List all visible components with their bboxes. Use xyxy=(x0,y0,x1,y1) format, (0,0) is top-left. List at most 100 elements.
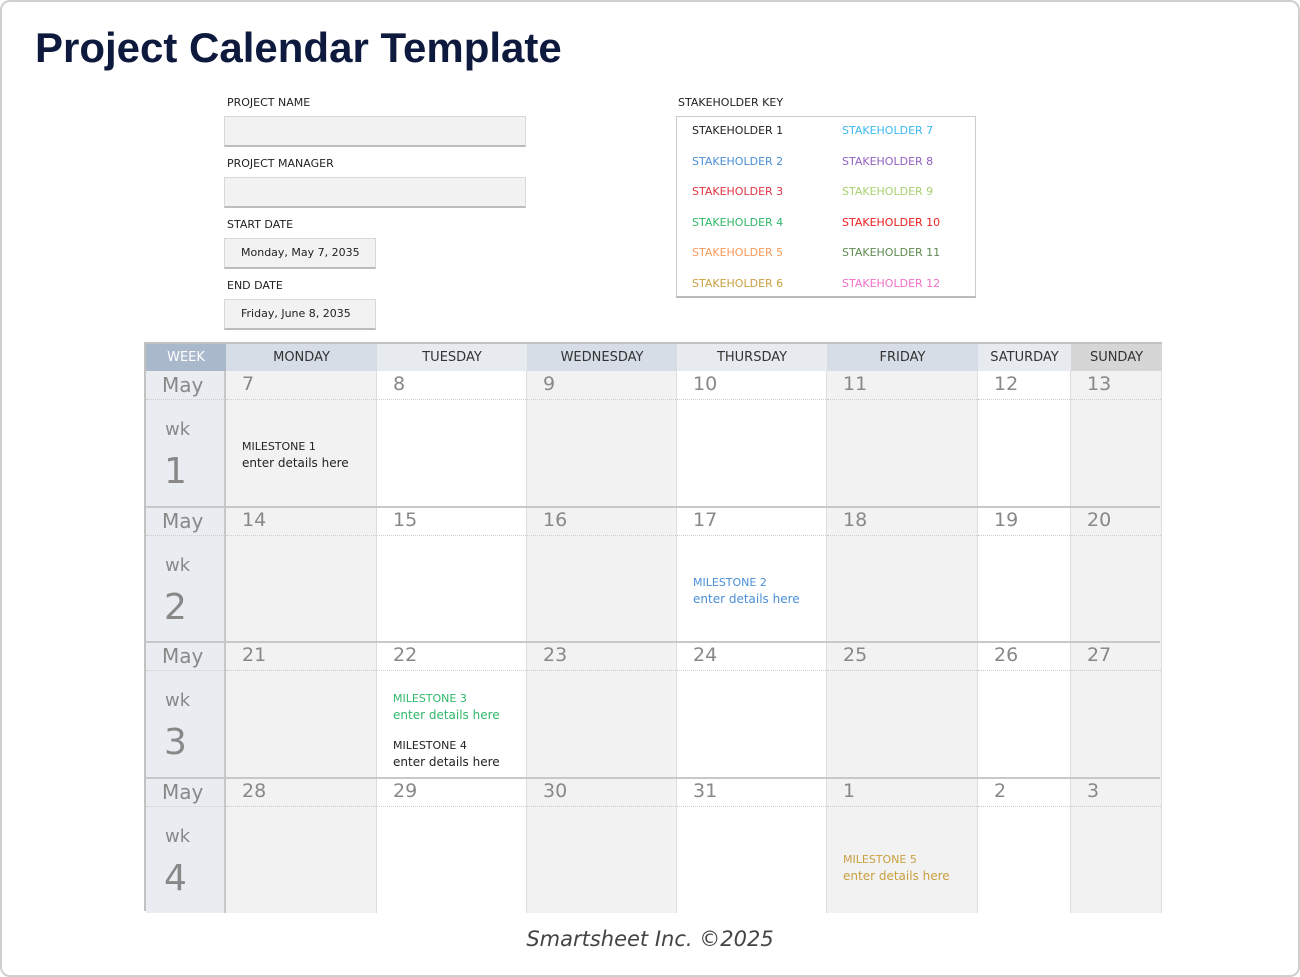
day-number: 31 xyxy=(693,779,718,802)
milestone-details: enter details here xyxy=(393,755,500,769)
day-number: 3 xyxy=(1087,779,1100,802)
divider xyxy=(978,534,1070,536)
day-cell[interactable]: 20 xyxy=(1071,506,1162,642)
header-tuesday: TUESDAY xyxy=(377,344,527,371)
divider xyxy=(146,534,224,536)
milestone[interactable]: MILESTONE 2 enter details here xyxy=(693,575,800,607)
milestone-title: MILESTONE 5 xyxy=(843,852,917,866)
day-cell[interactable]: 16 xyxy=(527,506,677,642)
day-number: 12 xyxy=(994,373,1019,395)
milestone[interactable]: MILESTONE 3 enter details here xyxy=(393,691,500,723)
divider xyxy=(677,670,826,671)
milestone[interactable]: MILESTONE 5 enter details here xyxy=(843,852,950,884)
day-cell[interactable]: 8 xyxy=(377,371,527,507)
day-cell[interactable]: 25 xyxy=(827,642,978,778)
day-number: 11 xyxy=(843,373,868,395)
day-cell[interactable]: 7 xyxy=(226,371,377,507)
week-number: 1 xyxy=(164,451,187,492)
divider xyxy=(527,534,676,536)
milestone[interactable]: MILESTONE 1 enter details here xyxy=(242,439,349,471)
day-number: 19 xyxy=(994,508,1019,531)
divider xyxy=(146,670,224,671)
divider xyxy=(677,534,826,536)
day-number: 21 xyxy=(242,644,267,666)
day-cell[interactable]: 10 xyxy=(677,371,827,507)
divider xyxy=(978,670,1070,671)
day-number: 22 xyxy=(393,644,418,666)
day-cell[interactable]: 28 xyxy=(226,777,377,913)
day-cell[interactable]: 30 xyxy=(527,777,677,913)
day-number: 25 xyxy=(843,644,868,666)
day-cell[interactable]: 18 xyxy=(827,506,978,642)
week-label: wk xyxy=(165,690,191,711)
divider xyxy=(226,805,376,807)
header-thursday: THURSDAY xyxy=(677,344,827,371)
day-cell[interactable]: 27 xyxy=(1071,642,1162,778)
day-cell[interactable]: 9 xyxy=(527,371,677,507)
day-cell[interactable]: 17 xyxy=(677,506,827,642)
week-month: May xyxy=(162,508,204,533)
stakeholder-key-item: STAKEHOLDER 2 xyxy=(692,154,784,168)
day-cell[interactable]: 21 xyxy=(226,642,377,778)
stakeholder-key-item: STAKEHOLDER 8 xyxy=(842,154,934,168)
day-number: 20 xyxy=(1087,508,1112,531)
stakeholder-key-item: STAKEHOLDER 10 xyxy=(842,215,941,229)
day-cell[interactable]: 1 xyxy=(827,777,978,913)
header-friday: FRIDAY xyxy=(827,344,978,371)
milestone-title: MILESTONE 4 xyxy=(393,739,467,752)
week-number: 2 xyxy=(164,586,187,628)
day-cell[interactable]: 14 xyxy=(226,506,377,642)
day-number: 15 xyxy=(393,508,418,531)
project-manager-field[interactable] xyxy=(224,177,526,208)
day-cell[interactable]: 12 xyxy=(978,371,1071,507)
start-date-field[interactable]: Monday, May 7, 2035 xyxy=(224,238,376,269)
divider xyxy=(226,399,376,400)
day-cell[interactable]: 19 xyxy=(978,506,1071,642)
milestone-title: MILESTONE 1 xyxy=(242,440,316,453)
stakeholder-key: STAKEHOLDER 1 STAKEHOLDER 2 STAKEHOLDER 3 S… xyxy=(676,116,976,298)
stakeholder-key-item: STAKEHOLDER 3 xyxy=(692,185,784,198)
day-number: 27 xyxy=(1087,644,1112,666)
milestone-details: enter details here xyxy=(693,591,800,606)
divider xyxy=(377,805,526,807)
row-divider xyxy=(146,776,1160,779)
milestone-details: enter details here xyxy=(393,708,500,722)
day-cell[interactable]: 3 xyxy=(1071,777,1162,913)
day-number: 10 xyxy=(693,373,718,395)
divider xyxy=(146,805,224,807)
day-number: 2 xyxy=(994,779,1007,802)
day-cell[interactable]: 26 xyxy=(978,642,1071,778)
header-week: WEEK xyxy=(146,344,226,371)
footer: Smartsheet Inc. ©2025 xyxy=(526,927,774,951)
week-cell: May wk 1 xyxy=(146,371,226,507)
day-number: 16 xyxy=(543,508,568,531)
divider xyxy=(827,805,977,807)
day-cell[interactable]: 23 xyxy=(527,642,677,778)
row-divider xyxy=(146,505,1160,508)
day-cell[interactable]: 31 xyxy=(677,777,827,913)
day-cell[interactable]: 22 xyxy=(377,642,527,778)
week-cell: May wk 2 xyxy=(146,506,226,642)
day-number: 14 xyxy=(242,508,267,531)
day-cell[interactable]: 29 xyxy=(377,777,527,913)
stakeholder-key-item: STAKEHOLDER 1 xyxy=(692,124,784,137)
divider xyxy=(1071,805,1161,807)
project-name-field[interactable] xyxy=(224,116,526,147)
day-cell[interactable]: 13 xyxy=(1071,371,1162,507)
divider xyxy=(1071,670,1161,671)
day-number: 1 xyxy=(843,779,856,802)
stakeholder-key-item: STAKEHOLDER 11 xyxy=(842,246,941,259)
week-cell: May wk 4 xyxy=(146,777,226,913)
divider xyxy=(827,670,977,671)
day-number: 28 xyxy=(242,779,267,802)
week-cell: May wk 3 xyxy=(146,642,226,778)
day-number: 8 xyxy=(393,373,406,395)
divider xyxy=(1071,399,1161,400)
milestone[interactable]: MILESTONE 4 enter details here xyxy=(393,738,500,770)
day-cell[interactable]: 2 xyxy=(978,777,1071,913)
day-cell[interactable]: 11 xyxy=(827,371,978,507)
day-cell[interactable]: 24 xyxy=(677,642,827,778)
end-date-field[interactable]: Friday, June 8, 2035 xyxy=(224,299,376,330)
day-cell[interactable]: 15 xyxy=(377,506,527,642)
